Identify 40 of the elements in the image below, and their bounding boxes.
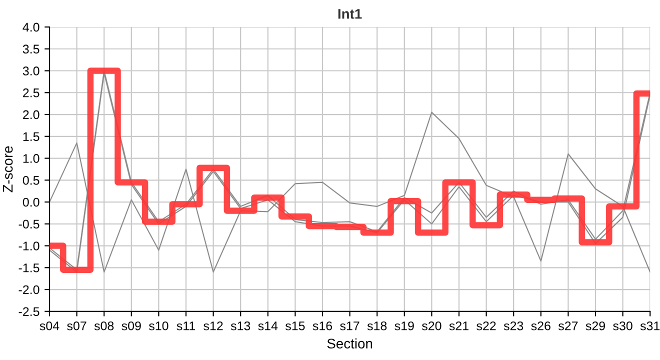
x-tick-label: s30 — [613, 321, 632, 330]
x-tick-label: s17 — [340, 322, 360, 330]
x-tick-label: s07 — [67, 321, 86, 330]
chart-title: Int1 — [338, 9, 362, 19]
x-tick-label: s27 — [558, 321, 578, 330]
y-tick-label: 0.5 — [22, 176, 40, 185]
y-tick-label: -2.5 — [18, 307, 40, 316]
y-tick-label: 4.0 — [22, 22, 40, 32]
x-tick-label: s19 — [394, 321, 414, 330]
x-tick-label: s09 — [122, 321, 141, 330]
x-tick-label: s13 — [230, 321, 250, 330]
x-tick-label: s21 — [449, 321, 468, 330]
y-tick-label: 2.0 — [23, 110, 40, 120]
y-axis-title: Z-score — [3, 146, 13, 192]
y-tick-label: 2.5 — [23, 88, 40, 98]
x-tick-label: s11 — [176, 322, 196, 330]
y-tick-label: -1.0 — [18, 242, 40, 250]
x-tick-label: s10 — [148, 321, 168, 330]
x-tick-label: s15 — [285, 322, 305, 330]
y-tick-label: 3.5 — [22, 44, 40, 54]
x-tick-label: s22 — [476, 321, 496, 330]
x-tick-label: s20 — [422, 321, 442, 330]
y-tick-label: 1.5 — [23, 132, 40, 142]
x-tick-label: s04 — [40, 321, 60, 330]
y-tick-label: 3.0 — [22, 66, 40, 76]
x-tick-label: s23 — [504, 321, 524, 330]
x-axis-title: Section — [327, 338, 372, 349]
x-tick-label: s31 — [640, 321, 660, 330]
x-tick-label: s29 — [586, 321, 605, 330]
x-tick-label: s14 — [258, 322, 278, 330]
y-tick-label: 1.0 — [23, 154, 40, 163]
x-tick-label: s26 — [531, 321, 550, 330]
y-tick-label: 0.0 — [22, 198, 40, 207]
y-tick-label: -2.0 — [18, 285, 40, 294]
y-tick-label: -0.5 — [18, 220, 40, 229]
x-tick-label: s08 — [94, 321, 114, 330]
y-tick-label: -1.5 — [18, 264, 40, 272]
x-tick-label: s12 — [204, 321, 223, 330]
x-tick-label: s16 — [312, 321, 332, 330]
x-tick-label: s18 — [367, 321, 387, 330]
